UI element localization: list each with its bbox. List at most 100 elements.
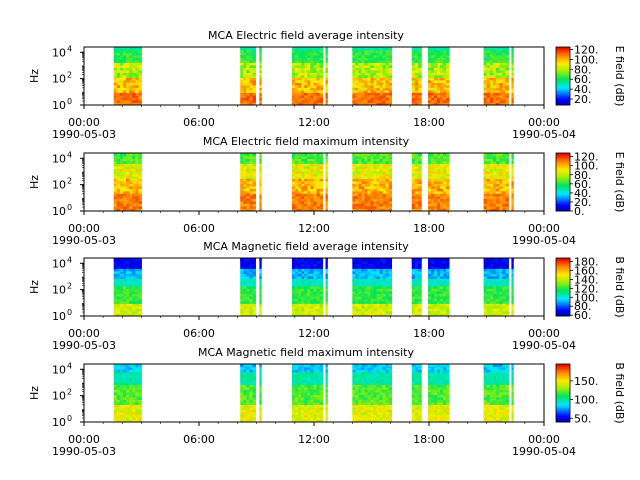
spectrogram-cell [113,364,118,367]
spectrogram-cell [119,156,124,159]
spectrogram-cell [126,85,130,88]
spectrogram-cell [259,258,262,261]
spectrogram-cell [443,47,447,50]
spectrogram-cell [304,90,308,93]
spectrogram-cell [126,153,130,156]
spectrogram-cell [505,263,509,267]
spectrogram-cell [310,55,314,58]
spectrogram-cell [119,412,124,415]
spectrogram-cell [304,176,308,179]
spectrogram-cell [310,67,314,71]
spectrogram-cell [486,301,491,304]
spectrogram-cell [325,201,328,204]
spectrogram-cell [486,186,491,189]
spectrogram-cell [246,183,250,187]
spectrogram-cell [367,188,371,192]
spectrogram-cell [414,87,419,91]
spectrogram-cell [411,283,416,287]
spectrogram-cell [119,392,124,395]
spectrogram-cell [373,296,377,299]
spectrogram-cell [382,47,386,50]
colorbar-segment [556,153,570,155]
spectrogram-block [352,153,393,212]
spectrogram-cell [355,77,359,81]
y-tick-base: 10 [52,205,66,218]
spectrogram-cell [434,72,438,76]
spectrogram-cell [113,72,118,76]
spectrogram-cell [364,206,368,209]
spectrogram-cell [361,178,365,182]
spectrogram-cell [483,186,488,189]
spectrogram-cell [443,55,447,58]
spectrogram-cell [440,52,444,56]
spectrogram-cell [486,201,491,204]
spectrogram-cell [126,47,130,50]
spectrogram-cell [437,85,441,88]
spectrogram-cell [259,85,262,88]
spectrogram-cell [304,298,308,302]
spectrogram-cell [361,60,365,63]
spectrogram-cell [443,87,447,91]
spectrogram-cell [370,161,374,164]
spectrogram-cell [301,171,305,174]
spectrogram-cell [325,301,328,304]
spectrogram-cell [352,261,356,264]
spectrogram-cell [361,166,365,169]
spectrogram-cell [116,60,121,63]
spectrogram-cell [385,298,389,302]
spectrogram-cell [440,77,444,81]
spectrogram-cell [373,263,377,267]
spectrogram-cell [122,100,127,103]
colorbar-segment [556,288,570,291]
spectrogram-cell [310,203,314,207]
spectrogram-cell [411,311,416,314]
y-tick-base: 10 [52,284,66,297]
spectrogram-cell [259,80,262,83]
spectrogram-cell [499,186,503,189]
spectrogram-cell [370,188,374,192]
spectrogram-cell [252,303,256,307]
spectrogram-cell [431,87,435,91]
spectrogram-cell [295,188,299,192]
spectrogram-cell [489,50,494,53]
spectrogram-cell [295,191,299,194]
spectrogram-cell [352,191,356,194]
colorbar-segment [556,70,570,73]
spectrogram-cell [291,87,296,91]
spectrogram-cell [352,268,356,272]
spectrogram-cell [316,90,320,93]
spectrogram-cell [307,50,311,53]
spectrogram-cell [370,158,374,162]
spectrogram-cell [132,412,136,415]
spectrogram-cell [310,263,314,267]
spectrogram-cell [116,80,121,83]
spectrogram-cell [437,273,441,277]
spectrogram-cell [382,261,386,264]
spectrogram-cell [319,161,324,164]
spectrogram-block [483,47,509,106]
spectrogram-cell [443,188,447,192]
spectrogram-cell [113,417,118,420]
spectrogram-cell [138,72,142,76]
spectrogram-cell [358,198,362,202]
spectrogram-cell [379,90,383,93]
spectrogram-cell [414,306,419,309]
spectrogram-cell [385,191,389,194]
spectrogram-cell [325,57,328,61]
spectrogram-cell [116,417,121,420]
spectrogram-cell [122,263,127,267]
spectrogram-cell [129,60,133,63]
spectrogram-cell [135,293,139,297]
spectrogram-cell [502,183,506,187]
spectrogram-cell [376,201,380,204]
spectrogram-cell [483,288,488,292]
spectrogram-cell [385,163,389,167]
spectrogram-cell [499,308,503,312]
spectrogram-cell [434,62,438,66]
spectrogram-cell [418,208,422,212]
spectrogram-cell [364,65,368,68]
spectrogram-cell [489,178,494,182]
spectrogram-cell [126,55,130,58]
spectrogram-cell [434,268,438,272]
spectrogram-cell [370,301,374,304]
